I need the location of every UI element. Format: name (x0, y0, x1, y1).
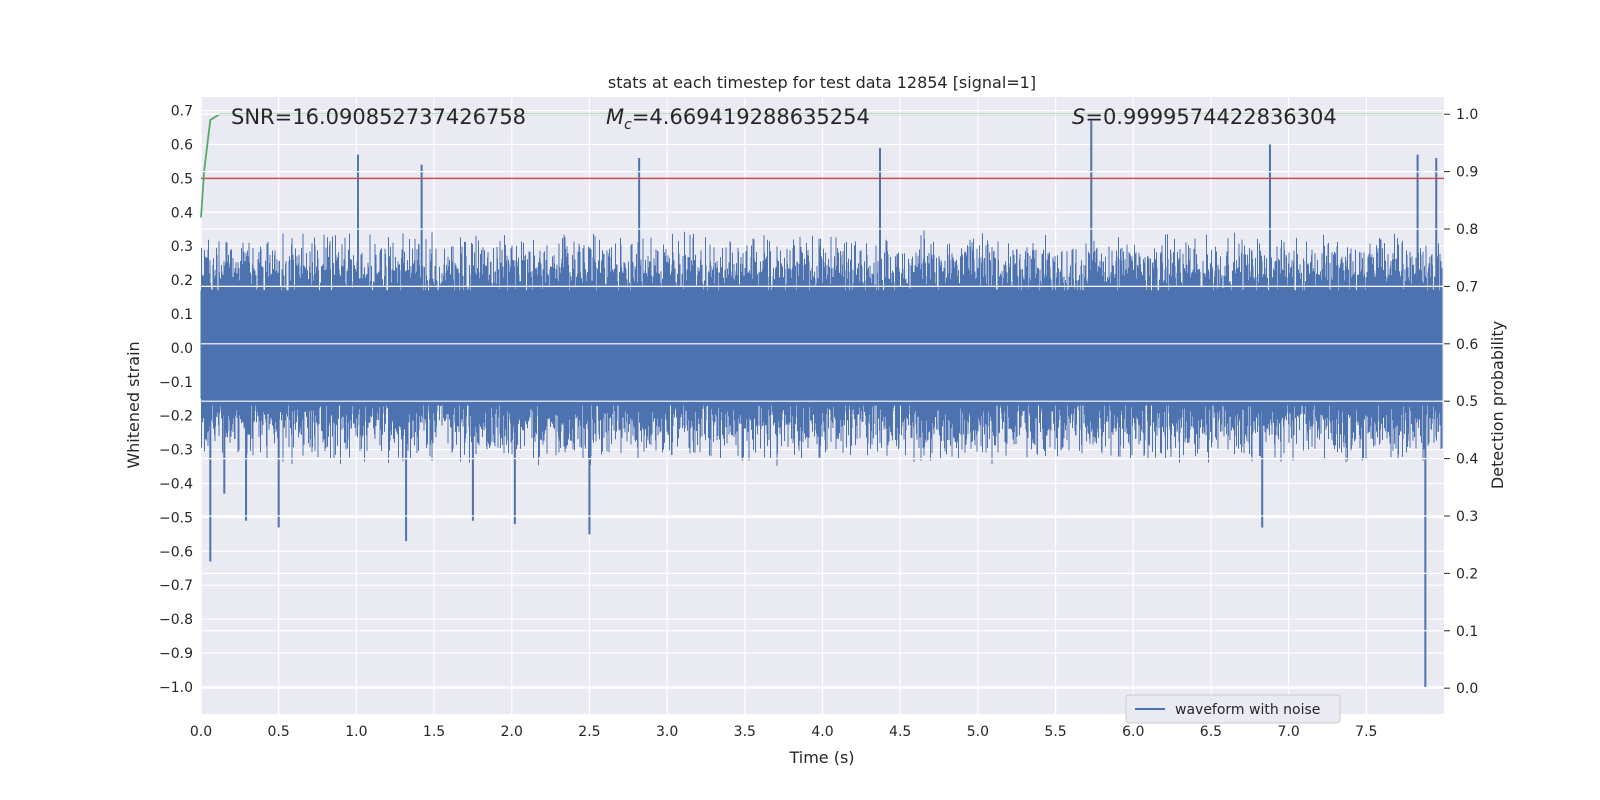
x-tick-7: 3.5 (734, 724, 756, 740)
y-tick-17: −1.0 (159, 680, 193, 696)
y-tick-13: −0.6 (159, 544, 193, 560)
waveform-spikes (209, 120, 1438, 687)
x-tick-0: 0.0 (190, 724, 212, 740)
y-tick-15: −0.8 (159, 612, 193, 628)
annotation-s-value: =0.9999574422836304 (1085, 105, 1336, 129)
y-tick-10: −0.3 (159, 443, 193, 459)
y-tick-7: 0.0 (171, 341, 193, 357)
y2-tick-labels: 1.0 0.9 0.8 0.7 0.6 0.5 0.4 0.3 0.2 0.1 0.0 (1444, 107, 1478, 697)
x-tick-10: 5.0 (967, 724, 989, 740)
y-tick-labels: 0.7 0.6 0.5 0.4 0.3 0.2 0.1 0.0 −0.1 −0.2 −0.3 −0.4… (159, 104, 193, 696)
annotation-chirp-mass: Mc=4.669419288635254 (606, 105, 870, 133)
x-tick-14: 7.0 (1277, 724, 1299, 740)
y2-tick-1: 0.9 (1456, 165, 1478, 181)
annotation-snr: SNR=16.090852737426758 (231, 105, 526, 129)
y-axis-label: Whitened strain (124, 341, 143, 468)
x-tick-8: 4.0 (811, 724, 833, 740)
y2-tick-8: 0.2 (1456, 566, 1478, 582)
overlay-grid-lines (201, 113, 1444, 689)
x-tick-2: 1.0 (345, 724, 367, 740)
x-tick-4: 2.0 (501, 724, 523, 740)
y2-tick-4: 0.6 (1456, 337, 1478, 353)
y-tick-14: −0.7 (159, 578, 193, 594)
y2-axis-label: Detection probability (1488, 321, 1507, 489)
y2-tick-3: 0.7 (1456, 279, 1478, 295)
y-tick-6: 0.1 (171, 307, 193, 323)
annotation-mc-symbol: M (606, 105, 624, 129)
y-tick-2: 0.5 (171, 171, 193, 187)
x-tick-3: 1.5 (423, 724, 445, 740)
y-tick-3: 0.4 (171, 205, 193, 221)
x-axis-label: Time (s) (788, 748, 854, 767)
x-tick-1: 0.5 (268, 724, 290, 740)
legend: waveform with noise (1125, 694, 1341, 724)
chart-title: stats at each timestep for test data 128… (608, 73, 1036, 92)
x-tick-labels: 0.0 0.5 1.0 1.5 2.0 2.5 3.0 3.5 4.0 4.5 5.0 5.5 6.0 6… (190, 724, 1378, 740)
x-tick-5: 2.5 (578, 724, 600, 740)
y-tick-8: −0.1 (159, 375, 193, 391)
annotation-s-symbol: S (1072, 105, 1085, 129)
y-tick-16: −0.9 (159, 646, 193, 662)
annotation-s: S=0.9999574422836304 (1072, 105, 1337, 129)
y2-tick-2: 0.8 (1456, 222, 1478, 238)
x-tick-9: 4.5 (889, 724, 911, 740)
y-tick-1: 0.6 (171, 137, 193, 153)
y-tick-11: −0.4 (159, 476, 193, 492)
y-tick-4: 0.3 (171, 239, 193, 255)
y-tick-12: −0.5 (159, 510, 193, 526)
y2-tick-10: 0.0 (1456, 681, 1478, 697)
x-tick-6: 3.0 (656, 724, 678, 740)
legend-box (1125, 694, 1341, 724)
x-tick-11: 5.5 (1044, 724, 1066, 740)
annotation-mc-value: =4.669419288635254 (632, 105, 870, 129)
y-tick-0: 0.7 (171, 104, 193, 120)
x-tick-12: 6.0 (1122, 724, 1144, 740)
y2-tick-0: 1.0 (1456, 107, 1478, 123)
x-tick-15: 7.5 (1355, 724, 1377, 740)
y2-tick-9: 0.1 (1456, 624, 1478, 640)
y2-tick-6: 0.4 (1456, 452, 1478, 468)
legend-label-waveform: waveform with noise (1175, 702, 1320, 718)
annotation-mc-subscript: c (624, 117, 632, 133)
x-tick-13: 6.5 (1200, 724, 1222, 740)
y2-tick-7: 0.3 (1456, 509, 1478, 525)
y-tick-5: 0.2 (171, 273, 193, 289)
y2-tick-5: 0.5 (1456, 394, 1478, 410)
y-tick-9: −0.2 (159, 409, 193, 425)
series-waveform-core (201, 290, 1443, 406)
